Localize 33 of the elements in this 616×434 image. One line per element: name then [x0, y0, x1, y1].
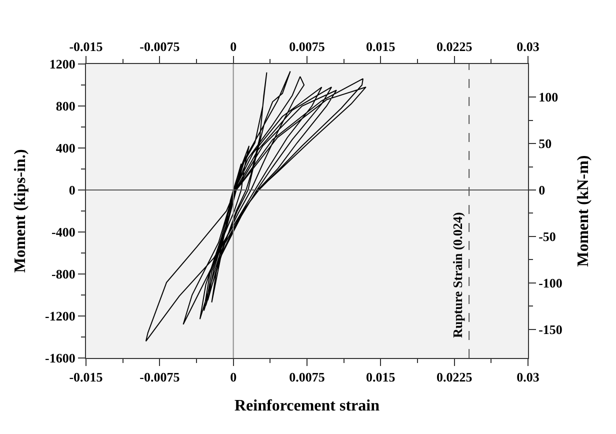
y2-tick-label: -100	[538, 275, 562, 290]
x-tick-label: -0.0075	[140, 38, 180, 54]
x-axis-title: Reinforcement strain	[234, 397, 380, 414]
y-tick-label: 1200	[49, 56, 76, 72]
x-tick-label: 0.03	[516, 38, 540, 54]
ref-line-label: Rupture Strain (0.024)	[450, 212, 466, 338]
x2-tick-label: 0.03	[516, 370, 540, 385]
y-tick-label: 0	[68, 182, 76, 198]
y2-tick-label: 100	[538, 90, 558, 105]
y2-tick-label: -150	[538, 322, 562, 337]
line-series	[145, 70, 366, 342]
x2-tick-label: 0.015	[366, 370, 396, 385]
y2-axis-title: Moment (kN-m)	[575, 155, 592, 267]
y-tick-label: 800	[56, 98, 76, 114]
x2-tick-label: -0.0075	[140, 370, 180, 385]
y-tick-label: -1200	[45, 308, 76, 324]
y-tick-label: 400	[56, 140, 76, 156]
x-tick-label: -0.015	[69, 38, 104, 54]
y-tick-label: -800	[52, 266, 76, 282]
y-tick-label: -1600	[45, 350, 76, 366]
y2-tick-label: 50	[538, 136, 552, 152]
x2-tick-label: -0.015	[69, 370, 104, 385]
x-tick-label: 0	[230, 38, 237, 54]
y-axis-title: Moment (kips-in.)	[12, 149, 29, 273]
x-tick-label: 0.0075	[289, 38, 326, 54]
x2-tick-label: 0	[230, 370, 237, 385]
y-tick-label: -400	[52, 224, 76, 240]
x2-tick-label: 0.0075	[289, 370, 326, 385]
x-tick-label: 0.015	[366, 38, 396, 54]
x-tick-label: 0.0225	[436, 38, 473, 54]
y2-tick-label: 0	[538, 182, 546, 198]
x2-tick-label: 0.0225	[436, 370, 473, 385]
y2-tick-label: -50	[538, 229, 556, 244]
